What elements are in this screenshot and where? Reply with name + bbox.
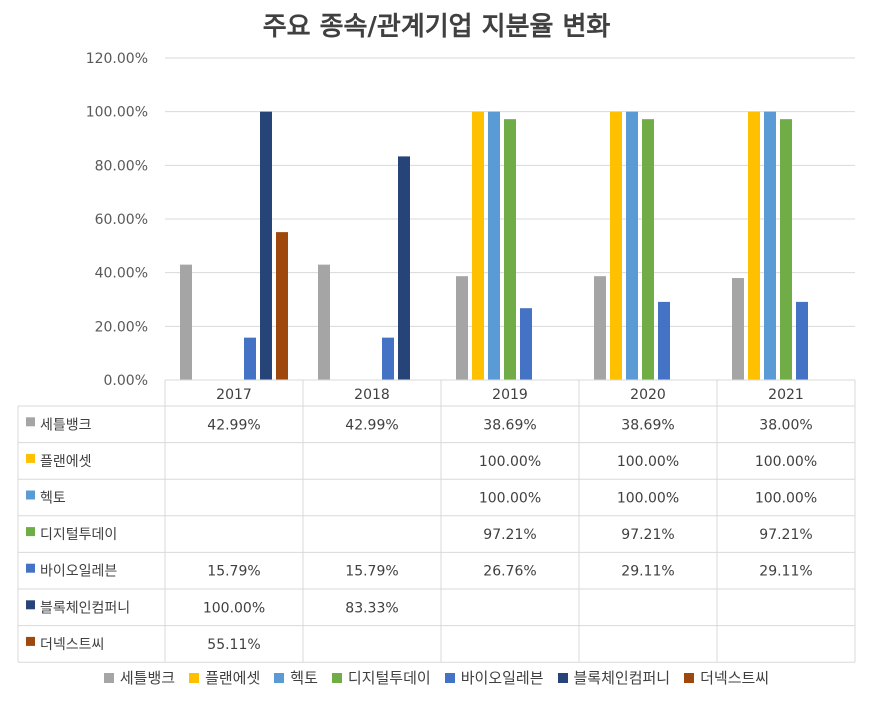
table-cell-value: 100.00% [755, 454, 817, 470]
row-legend-swatch [26, 417, 35, 427]
y-tick-label: 40.00% [95, 266, 148, 282]
legend-item: 세틀뱅크 [103, 667, 176, 688]
legend-item: 바이오일레븐 [444, 667, 544, 688]
legend-swatch [331, 672, 342, 683]
table-cell-value: 38.69% [621, 417, 674, 433]
row-legend-swatch [26, 490, 35, 500]
table-cell-value: 15.79% [345, 564, 398, 580]
legend-label: 헥토 [290, 669, 318, 687]
bar [504, 119, 516, 380]
table-cell-value: 42.99% [207, 417, 260, 433]
x-category-label: 2020 [630, 387, 666, 403]
y-tick-label: 60.00% [95, 212, 148, 228]
row-legend-swatch [26, 600, 35, 610]
legend-swatch [444, 672, 455, 683]
legend-swatch [684, 672, 695, 683]
legend-item: 플랜에셋 [189, 667, 260, 688]
x-category-label: 2019 [492, 387, 528, 403]
table-cell-value: 97.21% [483, 527, 536, 543]
bar [796, 301, 808, 380]
bar [642, 119, 654, 380]
bar [318, 264, 330, 380]
bar [382, 337, 394, 380]
bar [276, 232, 288, 380]
row-series-label: 디지털투데이 [40, 527, 117, 543]
x-category-label: 2018 [354, 387, 390, 403]
legend-label: 세틀뱅크 [119, 669, 176, 687]
y-tick-label: 120.00% [86, 51, 148, 67]
row-legend-swatch [26, 563, 35, 573]
y-tick-label: 0.00% [104, 373, 148, 389]
row-series-label: 세틀뱅크 [40, 417, 92, 433]
table-cell-value: 29.11% [621, 564, 674, 580]
row-legend-swatch [26, 527, 35, 537]
bar [594, 276, 606, 380]
row-series-label: 플랜에셋 [40, 454, 92, 470]
row-legend-swatch [26, 453, 35, 463]
table-cell-value: 55.11% [207, 637, 260, 653]
legend-label: 블록체인컴퍼니 [573, 669, 671, 687]
bar [732, 278, 744, 380]
bar [260, 111, 272, 381]
row-legend-swatch [26, 636, 35, 646]
bar [610, 111, 622, 381]
chart-title: 주요 종속/관계기업 지분율 변화 [262, 12, 611, 42]
table-cell-value: 42.99% [345, 417, 398, 433]
table-cell-value: 100.00% [617, 454, 679, 470]
bar [472, 111, 484, 381]
table-cell-value: 15.79% [207, 564, 260, 580]
table-cell-value: 100.00% [203, 600, 265, 616]
table-cell-value: 97.21% [621, 527, 674, 543]
bar [764, 111, 776, 381]
table-cell-value: 83.33% [345, 600, 398, 616]
table-cell-value: 38.69% [483, 417, 536, 433]
legend: 세틀뱅크 플랜에셋 헥토 디지털투데이 바이오일레븐 블록체인컴퍼니 더넥스트씨 [0, 667, 873, 688]
legend-label: 바이오일레븐 [460, 669, 544, 687]
y-tick-label: 100.00% [86, 105, 148, 121]
table-cell-value: 100.00% [479, 454, 541, 470]
table-cell-value: 29.11% [759, 564, 812, 580]
x-category-label: 2021 [768, 387, 804, 403]
bar [780, 119, 792, 380]
table-cell-value: 38.00% [759, 417, 812, 433]
legend-swatch [274, 672, 285, 683]
bar [244, 337, 256, 380]
legend-item: 블록체인컴퍼니 [557, 667, 671, 688]
row-series-label: 블록체인컴퍼니 [40, 600, 130, 616]
x-category-label: 2017 [216, 387, 252, 403]
bar [398, 156, 410, 380]
chart-svg: 0.00% 20.00% 40.00% 60.00% 80.00% 100.00% 120.… [17, 51, 856, 663]
y-tick-label: 20.00% [95, 319, 148, 335]
table-cell-value: 100.00% [479, 491, 541, 507]
row-series-label: 더넥스트씨 [40, 637, 104, 653]
legend-swatch [103, 672, 114, 683]
table-cell-value: 100.00% [617, 491, 679, 507]
bar [456, 276, 468, 380]
legend-label: 플랜에셋 [205, 669, 261, 687]
legend-item: 디지털투데이 [331, 667, 431, 688]
bar [658, 301, 670, 380]
table-cell-value: 100.00% [755, 491, 817, 507]
bar [520, 308, 532, 380]
bar [626, 111, 638, 381]
legend-item: 헥토 [274, 667, 318, 688]
table-cell-value: 97.21% [759, 527, 812, 543]
row-series-label: 바이오일레븐 [40, 564, 117, 580]
y-tick-label: 80.00% [95, 158, 148, 174]
legend-label: 디지털투데이 [347, 669, 431, 687]
bar [748, 111, 760, 381]
legend-swatch [189, 672, 200, 683]
legend-swatch [557, 672, 568, 683]
legend-label: 더넥스트씨 [700, 669, 770, 687]
legend-item: 더넥스트씨 [684, 667, 769, 688]
row-series-label: 헥토 [40, 491, 66, 507]
bar [488, 111, 500, 381]
bar [180, 264, 192, 380]
table-cell-value: 26.76% [483, 564, 536, 580]
